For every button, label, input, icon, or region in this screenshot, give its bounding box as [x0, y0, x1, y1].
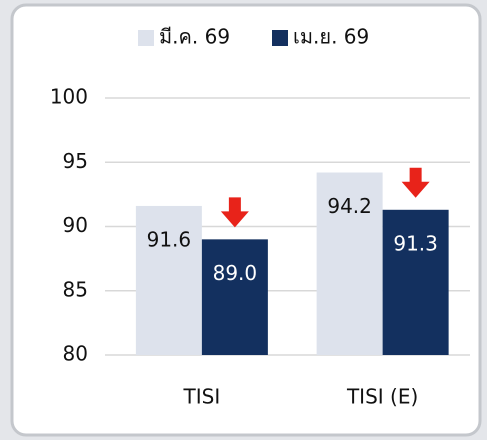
value-label: 94.2 [327, 194, 372, 218]
legend-label: เม.ย. 69 [293, 25, 369, 49]
legend-swatch [272, 30, 288, 46]
value-label: 91.6 [147, 227, 192, 251]
bar [201, 239, 268, 355]
down-arrow [401, 167, 430, 198]
value-label: 91.3 [393, 231, 438, 255]
bar [382, 209, 449, 355]
down-arrow [220, 197, 249, 228]
x-tick-label: TISI (E) [346, 385, 418, 409]
bar [135, 205, 202, 355]
x-tick-label: TISI [183, 385, 221, 409]
value-label: 89.0 [213, 261, 258, 285]
y-tick-label: 100 [50, 85, 88, 109]
bar [316, 172, 383, 355]
y-tick-label: 85 [63, 277, 88, 301]
legend-label: มี.ค. 69 [159, 25, 230, 49]
y-tick-label: 90 [63, 213, 88, 237]
legend-swatch [138, 30, 154, 46]
y-tick-label: 80 [63, 342, 88, 366]
y-tick-label: 95 [63, 149, 88, 173]
